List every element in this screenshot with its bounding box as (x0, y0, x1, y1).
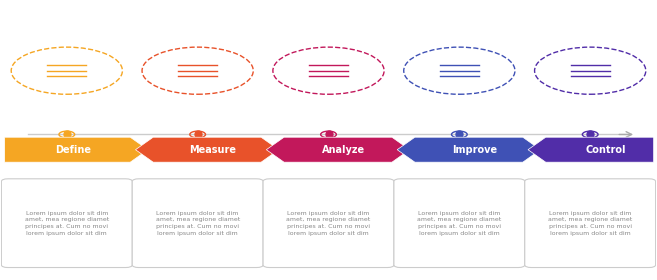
Polygon shape (266, 137, 409, 162)
FancyBboxPatch shape (394, 179, 525, 267)
Text: Lorem ipsum dolor sit dim
amet, mea regione diamet
principes at. Cum no movi
lor: Lorem ipsum dolor sit dim amet, mea regi… (548, 211, 632, 235)
Polygon shape (397, 137, 541, 162)
Text: Lorem ipsum dolor sit dim
amet, mea regione diamet
principes at. Cum no movi
lor: Lorem ipsum dolor sit dim amet, mea regi… (286, 211, 371, 235)
Polygon shape (5, 137, 148, 162)
Text: Control: Control (585, 145, 626, 155)
FancyBboxPatch shape (525, 179, 656, 267)
Text: Measure: Measure (189, 145, 237, 155)
Polygon shape (528, 137, 654, 162)
Text: Lorem ipsum dolor sit dim
amet, mea regione diamet
principes at. Cum no movi
lor: Lorem ipsum dolor sit dim amet, mea regi… (156, 211, 240, 235)
Text: Lorem ipsum dolor sit dim
amet, mea regione diamet
principes at. Cum no movi
lor: Lorem ipsum dolor sit dim amet, mea regi… (417, 211, 501, 235)
FancyBboxPatch shape (1, 179, 132, 267)
Polygon shape (135, 137, 279, 162)
Text: Analyze: Analyze (323, 145, 365, 155)
FancyBboxPatch shape (132, 179, 263, 267)
Text: Improve: Improve (452, 145, 497, 155)
Text: Define: Define (55, 145, 91, 155)
Text: Lorem ipsum dolor sit dim
amet, mea regione diamet
principes at. Cum no movi
lor: Lorem ipsum dolor sit dim amet, mea regi… (25, 211, 109, 235)
FancyBboxPatch shape (263, 179, 394, 267)
